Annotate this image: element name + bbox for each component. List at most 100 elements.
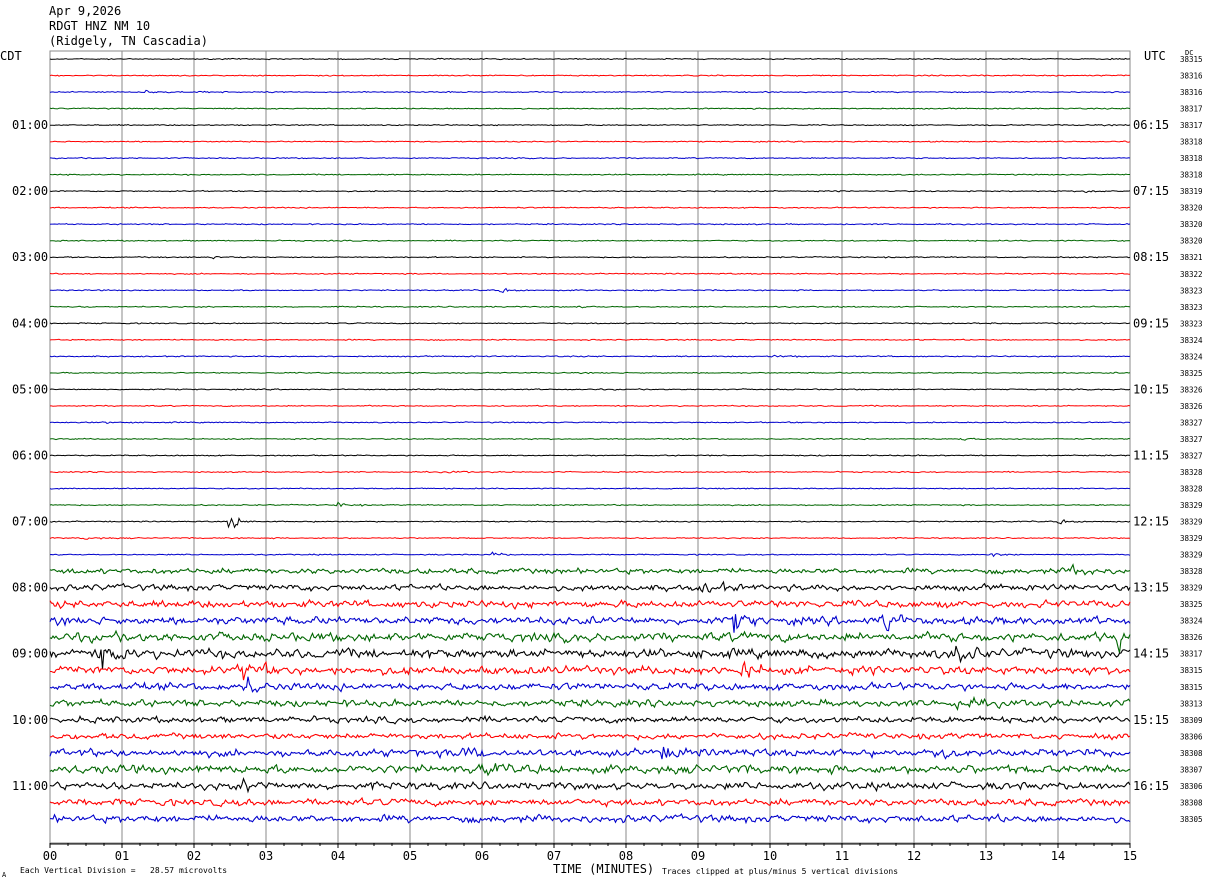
trace-line	[49, 796, 1131, 808]
trace-line	[49, 189, 1131, 194]
clip-note: Traces clipped at plus/minus 5 vertical …	[662, 867, 899, 876]
cdt-hour-label: 09:00	[12, 647, 48, 661]
dc-offset-label: 38317	[1180, 105, 1203, 114]
trace-line	[49, 746, 1131, 760]
trace-line	[49, 255, 1131, 260]
x-tick-label: 13	[979, 849, 993, 863]
dc-offset-label: 38308	[1180, 798, 1203, 807]
x-tick-label: 10	[763, 849, 777, 863]
x-tick-label: 14	[1051, 849, 1065, 863]
dc-offset-label: 38318	[1180, 171, 1203, 180]
cdt-hour-label: 08:00	[12, 581, 48, 595]
dc-offset-label: 38323	[1180, 319, 1203, 328]
trace-line	[49, 371, 1131, 375]
dc-offset-label: 38320	[1180, 204, 1203, 213]
dc-offset-label: 38317	[1180, 121, 1203, 130]
dc-offset-label: 38315	[1180, 55, 1203, 64]
cdt-hour-label: 03:00	[12, 250, 48, 264]
x-tick-label: 08	[619, 849, 633, 863]
station-label: RDGT HNZ NM 10	[49, 19, 151, 33]
cdt-hour-label: 02:00	[12, 184, 48, 198]
x-tick-label: 06	[475, 849, 489, 863]
x-axis-title: TIME (MINUTES)	[553, 862, 655, 876]
dc-offset-label: 38318	[1180, 138, 1203, 147]
trace-line	[50, 812, 1131, 825]
trace-line	[50, 660, 1131, 681]
utc-hour-label: 08:15	[1133, 250, 1169, 264]
trace-line	[49, 287, 1131, 294]
dc-offset-label: 38317	[1180, 650, 1203, 659]
utc-hour-label: 06:15	[1133, 118, 1169, 132]
trace-line	[50, 404, 1131, 408]
trace-line	[49, 776, 1131, 794]
dc-offset-label: 38313	[1180, 699, 1203, 708]
trace-line	[49, 338, 1131, 342]
cdt-hour-label: 06:00	[12, 448, 48, 462]
cdt-hour-label: 10:00	[12, 713, 48, 727]
trace-line	[49, 551, 1131, 558]
x-tick-label: 04	[331, 849, 345, 863]
dc-offset-label: 38319	[1180, 187, 1203, 196]
dc-offset-label: 38308	[1180, 749, 1203, 758]
trace-line	[49, 89, 1130, 94]
trace-line	[50, 123, 1131, 127]
dc-offset-label: 38327	[1180, 435, 1203, 444]
axis-labels: 00 01 02 03 04 05 06 07 08 09 10 11 12 13 14 15 38315 383…	[12, 55, 1203, 863]
dc-offset-label: 38325	[1180, 369, 1203, 378]
trace-line	[49, 580, 1131, 593]
dc-offset-label: 38315	[1180, 666, 1203, 675]
cdt-label: CDT	[0, 49, 22, 63]
x-tick-label: 11	[835, 849, 849, 863]
dc-offset-label: 38323	[1180, 286, 1203, 295]
cdt-hour-label: 05:00	[12, 382, 48, 396]
dc-offset-label: 38326	[1180, 633, 1203, 642]
dc-offset-label: 38316	[1180, 88, 1203, 97]
trace-line	[49, 695, 1131, 712]
dc-offset-label: 38320	[1180, 220, 1203, 229]
trace-line	[49, 206, 1130, 209]
dc-offset-label: 38316	[1180, 72, 1203, 81]
cdt-hour-label: 04:00	[12, 316, 48, 330]
trace-line	[49, 731, 1131, 742]
trace-line	[49, 501, 1131, 508]
dc-offset-label: 38324	[1180, 336, 1203, 345]
dc-offset-label: 38324	[1180, 352, 1203, 361]
trace-line	[49, 676, 1131, 694]
dc-offset-label: 38306	[1180, 782, 1203, 791]
grid-lines	[49, 50, 1131, 845]
x-tick-label: 05	[403, 849, 417, 863]
trace-line	[49, 421, 1131, 425]
trace-line	[49, 222, 1131, 226]
x-tick-label: 00	[43, 849, 57, 863]
utc-label: UTC	[1144, 49, 1166, 63]
utc-hour-label: 10:15	[1133, 382, 1169, 396]
trace-line	[49, 388, 1131, 391]
dc-offset-label: 38321	[1180, 253, 1203, 262]
trace-line	[49, 156, 1131, 160]
dc-offset-label: 38327	[1180, 418, 1203, 427]
trace-line	[49, 272, 1131, 276]
dc-offset-label: 38324	[1180, 617, 1203, 626]
dc-offset-label: 38327	[1180, 451, 1203, 460]
x-tick-label: 09	[691, 849, 705, 863]
scale-note: Each Vertical Division = 28.57 microvolt…	[20, 866, 228, 875]
trace-line	[49, 74, 1131, 77]
trace-line	[49, 714, 1131, 725]
utc-hour-label: 11:15	[1133, 448, 1169, 462]
trace-line	[49, 762, 1131, 777]
dc-offset-label: 38307	[1180, 765, 1203, 774]
dc-offset-label: 38328	[1180, 468, 1203, 477]
dc-offset-label: 38309	[1180, 716, 1203, 725]
dc-offset-label: 38329	[1180, 551, 1203, 560]
date-label: Apr 9,2026	[49, 4, 122, 18]
dc-offset-label: 38322	[1180, 270, 1203, 279]
dc-offset-label: 38315	[1180, 683, 1203, 692]
x-tick-label: 03	[259, 849, 273, 863]
trace-line	[49, 536, 1131, 540]
trace-line	[49, 470, 1131, 474]
dc-offset-label: 38326	[1180, 385, 1203, 394]
utc-hour-label: 16:15	[1133, 779, 1169, 793]
dc-offset-label: 38306	[1180, 732, 1203, 741]
cdt-hour-label: 01:00	[12, 118, 48, 132]
